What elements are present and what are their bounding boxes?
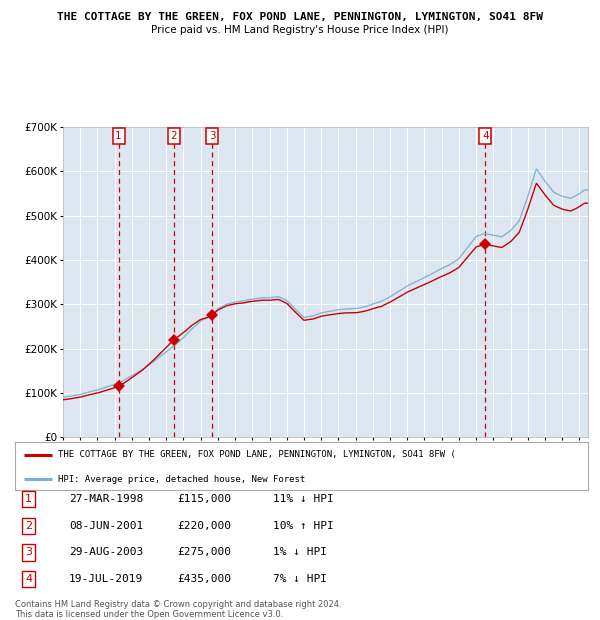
Text: 1% ↓ HPI: 1% ↓ HPI (273, 547, 327, 557)
Text: £115,000: £115,000 (177, 494, 231, 504)
Text: £435,000: £435,000 (177, 574, 231, 584)
Text: 2: 2 (25, 521, 32, 531)
Text: Contains HM Land Registry data © Crown copyright and database right 2024.
This d: Contains HM Land Registry data © Crown c… (15, 600, 341, 619)
Text: £275,000: £275,000 (177, 547, 231, 557)
Text: 4: 4 (482, 131, 489, 141)
Text: £220,000: £220,000 (177, 521, 231, 531)
Text: 4: 4 (25, 574, 32, 584)
Text: HPI: Average price, detached house, New Forest: HPI: Average price, detached house, New … (58, 475, 305, 484)
Text: 2: 2 (170, 131, 177, 141)
Text: 1: 1 (25, 494, 32, 504)
Text: 11% ↓ HPI: 11% ↓ HPI (273, 494, 334, 504)
Text: Price paid vs. HM Land Registry's House Price Index (HPI): Price paid vs. HM Land Registry's House … (151, 25, 449, 35)
Text: 19-JUL-2019: 19-JUL-2019 (69, 574, 143, 584)
Text: 10% ↑ HPI: 10% ↑ HPI (273, 521, 334, 531)
Text: 3: 3 (209, 131, 215, 141)
Text: 27-MAR-1998: 27-MAR-1998 (69, 494, 143, 504)
Text: 29-AUG-2003: 29-AUG-2003 (69, 547, 143, 557)
Text: THE COTTAGE BY THE GREEN, FOX POND LANE, PENNINGTON, LYMINGTON, SO41 8FW: THE COTTAGE BY THE GREEN, FOX POND LANE,… (57, 12, 543, 22)
Text: 08-JUN-2001: 08-JUN-2001 (69, 521, 143, 531)
Text: 7% ↓ HPI: 7% ↓ HPI (273, 574, 327, 584)
Text: 3: 3 (25, 547, 32, 557)
Text: 1: 1 (115, 131, 122, 141)
Text: THE COTTAGE BY THE GREEN, FOX POND LANE, PENNINGTON, LYMINGTON, SO41 8FW (: THE COTTAGE BY THE GREEN, FOX POND LANE,… (58, 451, 456, 459)
